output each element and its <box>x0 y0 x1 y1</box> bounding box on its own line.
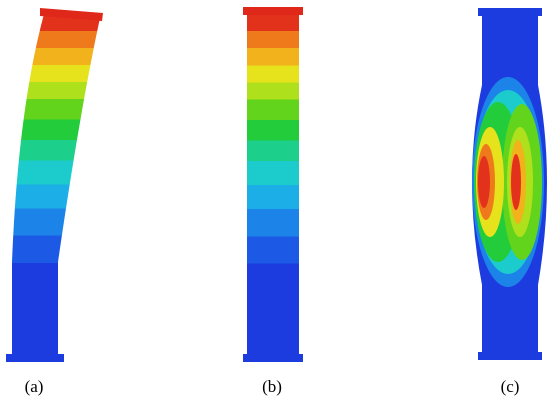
panel-label: (a) <box>25 377 44 396</box>
column-b <box>243 7 303 362</box>
panel-label: (b) <box>262 377 282 396</box>
column-a <box>6 8 103 362</box>
panel-label: (c) <box>501 377 520 396</box>
column-c <box>472 8 547 360</box>
